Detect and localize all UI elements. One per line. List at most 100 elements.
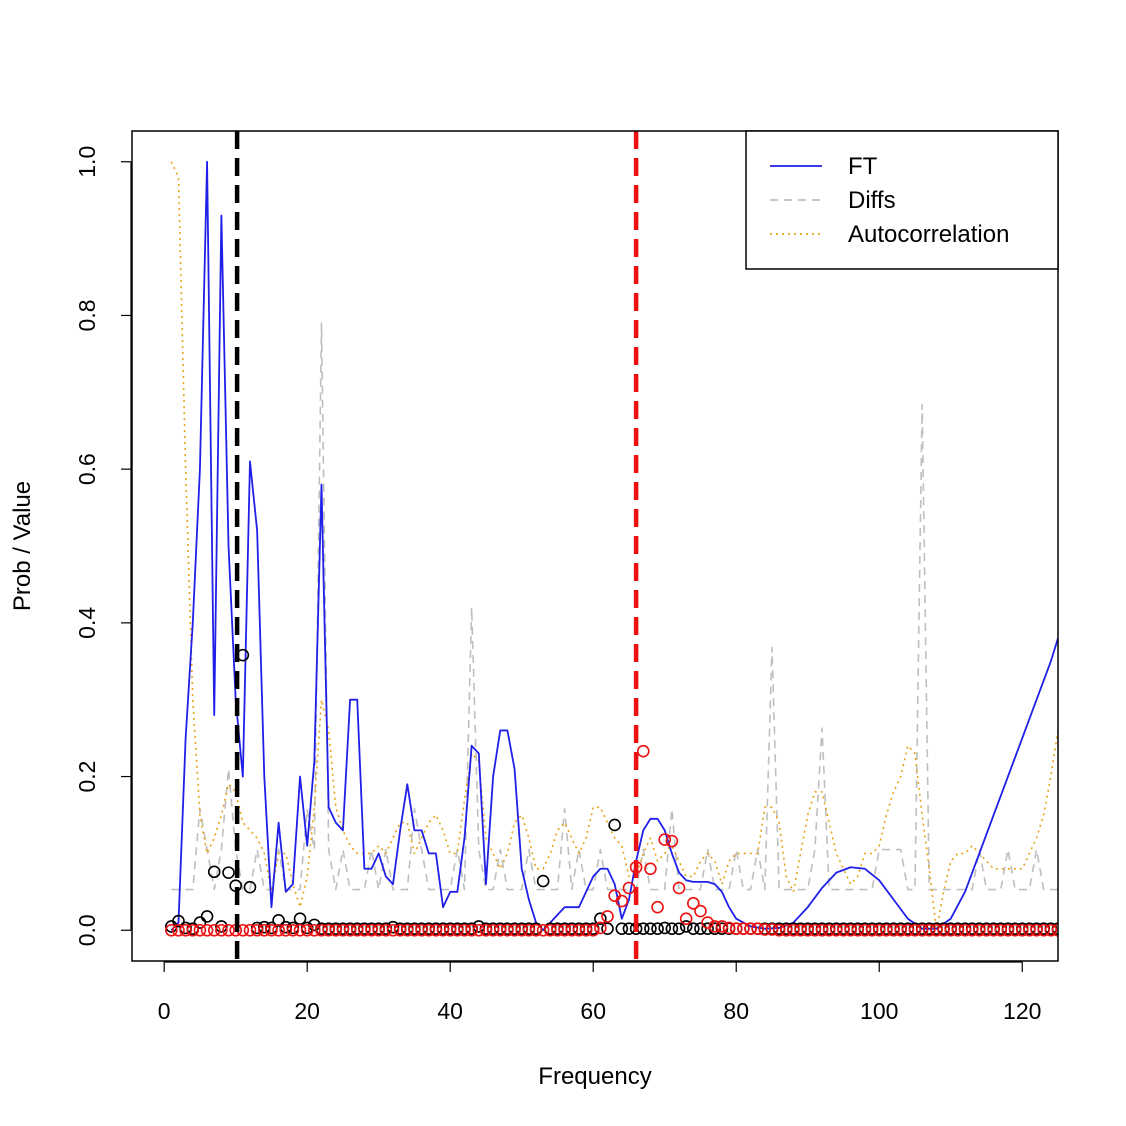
scatter-point [400, 923, 414, 937]
scatter-point [393, 923, 407, 937]
scatter-point [687, 897, 700, 910]
diffs-layer [171, 322, 1058, 891]
scatter-point [594, 921, 607, 935]
scatter-point [744, 922, 757, 936]
scatter-point [687, 922, 700, 936]
scatter-point [350, 923, 364, 937]
scatter-point [322, 923, 335, 937]
x-tick-label: 120 [1003, 998, 1041, 1024]
scatter-point [915, 923, 929, 937]
scatter-point [679, 920, 693, 933]
scatter-point [965, 923, 979, 937]
scatter-point [694, 922, 707, 936]
scatter-point [615, 894, 629, 908]
autocorrelation-layer [170, 161, 1058, 932]
x-tick-label: 0 [158, 998, 171, 1024]
scatter-point [200, 910, 214, 923]
scatter-point [436, 923, 450, 937]
x-tick-label: 100 [860, 998, 898, 1024]
scatter-point [451, 923, 464, 937]
scatter-point [243, 923, 257, 937]
scatter-point [808, 923, 822, 937]
scatter-point [830, 923, 843, 937]
scatter-point [636, 744, 650, 758]
scatter-point [601, 922, 614, 936]
legend-label-autocorrelation: Autocorrelation [848, 221, 1009, 248]
scatter-point [651, 900, 664, 914]
scatter-point [815, 923, 829, 937]
y-tick-label: 1.0 [74, 146, 100, 178]
scatter-point [994, 923, 1008, 937]
scatter-point [193, 916, 207, 929]
scatter-point [501, 923, 514, 937]
scatter-point [272, 913, 285, 927]
scatter-point [265, 923, 278, 937]
scatter-point [386, 923, 400, 937]
scatter-point [665, 922, 679, 936]
points-layer [165, 648, 1058, 937]
scatter-point [672, 922, 686, 936]
legend-label-diffs: Diffs [848, 187, 896, 214]
scatter-point [315, 923, 328, 937]
scatter-point [980, 923, 993, 937]
scatter-point [765, 923, 779, 936]
scatter-point [658, 833, 672, 846]
series-line-diffs [171, 322, 1058, 891]
scatter-point [973, 923, 986, 937]
scatter-point [701, 922, 714, 936]
scatter-point [665, 834, 679, 848]
scatter-point [222, 866, 235, 879]
scatter-point [651, 922, 664, 936]
scatter-point [215, 920, 228, 933]
x-tick-label: 60 [580, 998, 606, 1024]
x-tick-label: 20 [294, 998, 320, 1024]
scatter-point [522, 923, 536, 937]
scatter-point [365, 923, 378, 937]
scatter-point [243, 880, 257, 894]
scatter-point [579, 923, 593, 937]
scatter-point [515, 923, 529, 937]
scatter-point [822, 923, 836, 937]
scatter-point [172, 923, 185, 937]
plot-frame [131, 130, 1059, 962]
scatter-point [165, 923, 178, 937]
scatter-point [722, 921, 736, 935]
scatter-point [1008, 923, 1022, 937]
scatter-point [372, 923, 385, 937]
scatter-point [658, 921, 672, 935]
scatter-point [901, 923, 915, 937]
scatter-point [872, 923, 886, 937]
scatter-point [772, 923, 786, 937]
scatter-point [300, 923, 314, 937]
scatter-point [729, 922, 743, 936]
scatter-point [257, 923, 271, 937]
y-tick-label: 0.2 [74, 761, 100, 793]
scatter-point [1030, 923, 1043, 937]
y-tick-label: 0.0 [74, 914, 100, 946]
scatter-point [250, 923, 264, 937]
scatter-point [215, 923, 228, 937]
scatter-point [694, 904, 707, 918]
scatter-point [880, 923, 893, 937]
scatter-point [472, 920, 486, 933]
vertical-lines-layer [234, 131, 639, 961]
scatter-point [536, 874, 550, 888]
scatter-point [422, 923, 436, 937]
scatter-point [415, 923, 428, 937]
scatter-point [644, 862, 657, 876]
scatter-point [293, 923, 307, 937]
scatter-point [887, 923, 900, 937]
scatter-point [922, 923, 936, 937]
scatter-point [529, 923, 543, 937]
scatter-point [615, 922, 629, 936]
scatter-point [737, 922, 750, 936]
scatter-point [458, 923, 471, 937]
scatter-point [951, 923, 965, 937]
scatter-point [787, 923, 800, 937]
scatter-point [508, 923, 521, 937]
legend-box [745, 130, 1059, 270]
scatter-point [358, 923, 371, 937]
scatter-point [758, 923, 772, 936]
